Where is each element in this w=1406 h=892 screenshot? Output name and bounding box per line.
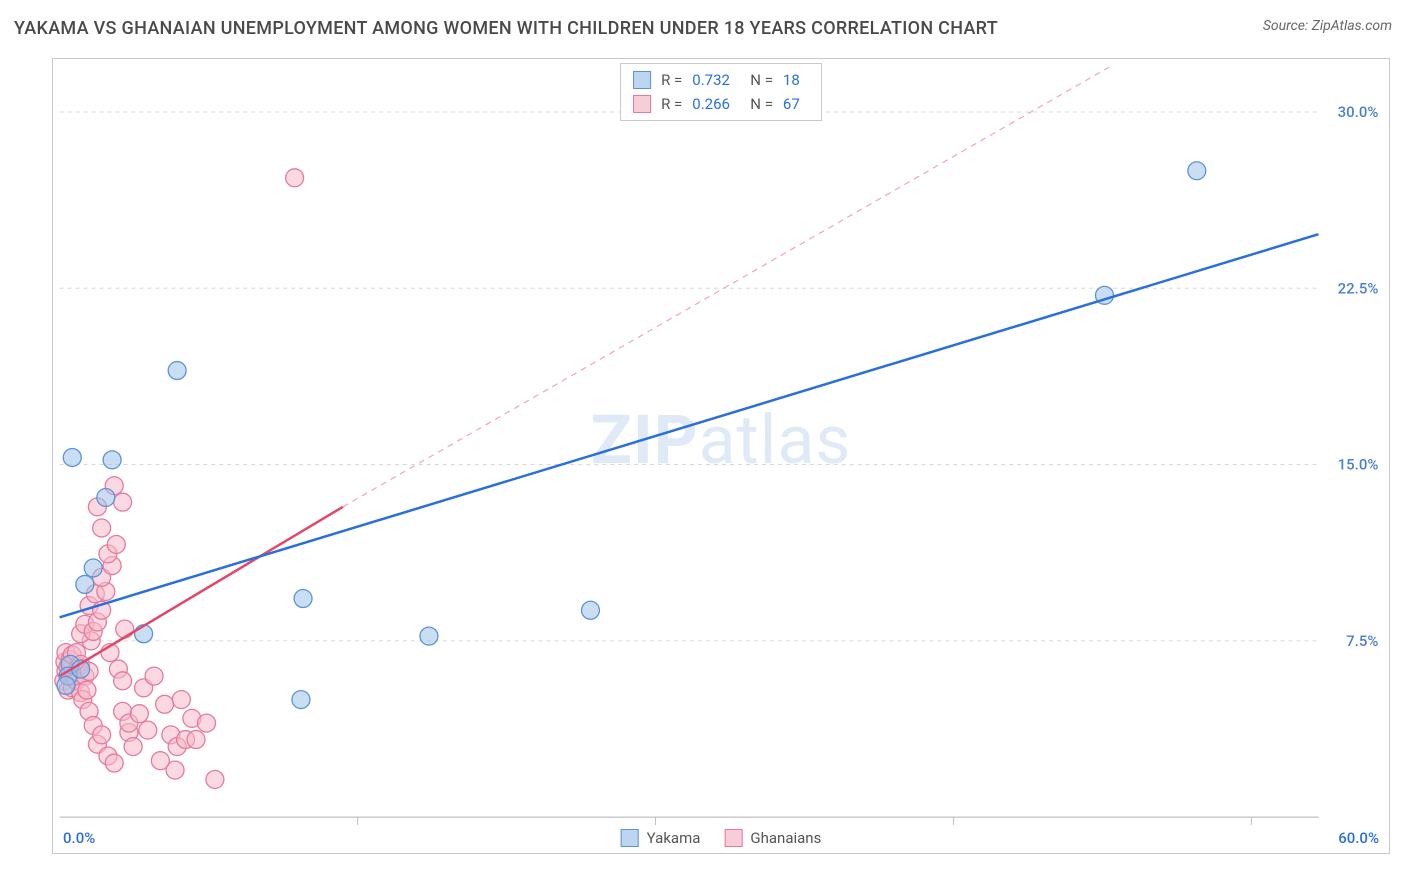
scatter-plot-svg: 7.5% 15.0% 22.5% 30.0%	[53, 59, 1389, 853]
legend-item-ghanaians: Ghanaians	[724, 829, 821, 847]
n-value-ghanaians: 67	[783, 92, 809, 116]
legend-label-ghanaians: Ghanaians	[750, 829, 821, 847]
swatch-pink-icon	[633, 95, 651, 113]
svg-text:22.5%: 22.5%	[1338, 279, 1379, 297]
stats-row-yakama: R = 0.732 N = 18	[633, 68, 809, 92]
n-value-yakama: 18	[783, 68, 809, 92]
r-value-ghanaians: 0.266	[692, 92, 740, 116]
swatch-blue-icon	[621, 829, 639, 847]
r-label: R =	[661, 92, 682, 116]
source-attribution: Source: ZipAtlas.com	[1263, 18, 1392, 34]
svg-text:15.0%: 15.0%	[1338, 456, 1379, 474]
r-label: R =	[661, 68, 682, 92]
legend-label-yakama: Yakama	[647, 829, 701, 847]
svg-text:30.0%: 30.0%	[1338, 103, 1379, 121]
r-value-yakama: 0.732	[692, 68, 740, 92]
correlation-stats-box: R = 0.732 N = 18 R = 0.266 N = 67	[620, 63, 822, 121]
chart-container: YAKAMA VS GHANAIAN UNEMPLOYMENT AMONG WO…	[0, 0, 1406, 892]
title-bar: YAKAMA VS GHANAIAN UNEMPLOYMENT AMONG WO…	[14, 18, 1392, 39]
svg-text:7.5%: 7.5%	[1346, 632, 1378, 650]
series-legend: Yakama Ghanaians	[621, 829, 822, 847]
x-axis-min-label: 0.0%	[63, 829, 95, 847]
x-axis-max-label: 60.0%	[1338, 829, 1379, 847]
n-label: N =	[750, 68, 773, 92]
plot-area: ZIPatlas 7.5%15.0%22.5%30.0% R = 0.732 N…	[52, 58, 1390, 854]
legend-item-yakama: Yakama	[621, 829, 701, 847]
n-label: N =	[750, 92, 773, 116]
stats-row-ghanaians: R = 0.266 N = 67	[633, 92, 809, 116]
swatch-pink-icon	[724, 829, 742, 847]
chart-title: YAKAMA VS GHANAIAN UNEMPLOYMENT AMONG WO…	[14, 18, 998, 39]
swatch-blue-icon	[633, 71, 651, 89]
